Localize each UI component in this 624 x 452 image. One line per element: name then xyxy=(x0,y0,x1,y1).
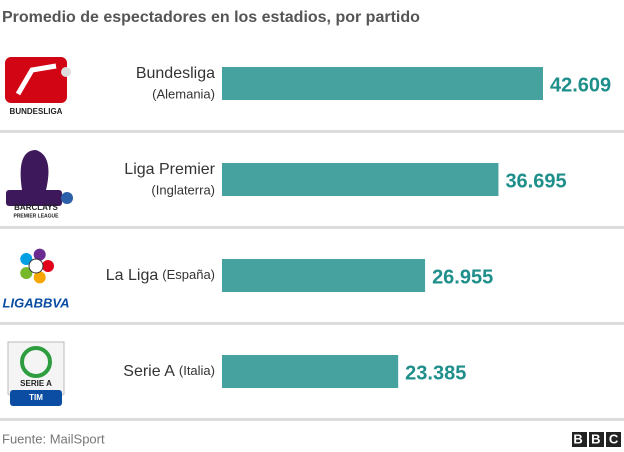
logo-shape xyxy=(20,267,33,280)
value-label: 36.695 xyxy=(505,170,566,192)
bar xyxy=(222,163,499,196)
logo-shape xyxy=(33,248,46,261)
chart-title: Promedio de espectadores en los estadios… xyxy=(2,9,420,26)
bbc-logo-text: BBC xyxy=(573,431,624,446)
bar xyxy=(222,259,426,292)
bbc-block xyxy=(572,432,587,447)
logo-text: BARCLAYS xyxy=(14,203,58,212)
category-name: La Liga xyxy=(106,267,159,284)
logo-shape xyxy=(61,192,73,204)
country-label: (Inglaterra) xyxy=(151,182,215,197)
row-separator xyxy=(0,418,624,421)
category-label: La Liga (España) xyxy=(106,267,215,284)
country-label: (Italia) xyxy=(179,363,215,378)
logo-shape xyxy=(42,260,54,272)
logo-shape xyxy=(20,252,33,265)
source: Fuente: MailSport xyxy=(2,431,105,446)
value-label: 26.955 xyxy=(432,266,493,288)
row-separator xyxy=(0,226,624,229)
category-label: Bundesliga xyxy=(136,65,215,82)
logo-shape xyxy=(33,271,46,284)
logo-text: TIM xyxy=(29,393,43,402)
bar xyxy=(222,355,399,388)
logo-text: LIGABBVA xyxy=(3,295,70,310)
bar xyxy=(222,67,543,100)
logo-shape xyxy=(6,190,62,206)
value-label: 42.609 xyxy=(550,74,611,96)
logo-shape xyxy=(28,258,44,274)
category-label: Liga Premier xyxy=(124,161,215,178)
logo-shape xyxy=(5,57,67,103)
logo-text: PREMIER LEAGUE xyxy=(13,213,59,219)
row-separator xyxy=(0,130,624,133)
country-label: (España) xyxy=(162,267,215,282)
category-label: Serie A (Italia) xyxy=(123,363,215,380)
bbc-block xyxy=(589,432,604,447)
logo-shape xyxy=(10,390,62,406)
logo-shape xyxy=(61,67,71,77)
logo-text: SERIE A xyxy=(20,379,52,388)
row-separator xyxy=(0,322,624,325)
bbc-block xyxy=(606,432,621,447)
logo-shape xyxy=(15,63,57,96)
country-label: (Alemania) xyxy=(152,86,215,101)
logo-text: BUNDESLIGA xyxy=(10,107,63,116)
bbc-logo: BBC xyxy=(572,431,624,447)
value-label: 23.385 xyxy=(405,362,466,384)
logo-shape xyxy=(20,150,49,190)
category-name: Serie A xyxy=(123,363,175,380)
logo-shape xyxy=(20,346,52,378)
